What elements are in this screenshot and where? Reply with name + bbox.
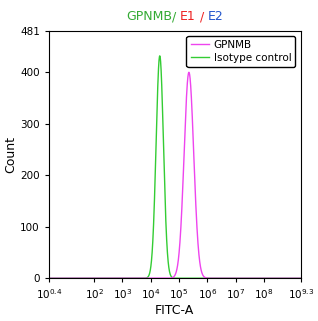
- Text: GPNMB: GPNMB: [126, 10, 172, 23]
- Text: /: /: [196, 10, 208, 23]
- Y-axis label: Count: Count: [4, 136, 17, 173]
- Text: E2: E2: [208, 10, 224, 23]
- X-axis label: FITC-A: FITC-A: [155, 304, 194, 317]
- Text: /: /: [172, 10, 180, 23]
- Text: E1: E1: [180, 10, 196, 23]
- Legend: GPNMB, Isotype control: GPNMB, Isotype control: [186, 36, 295, 67]
